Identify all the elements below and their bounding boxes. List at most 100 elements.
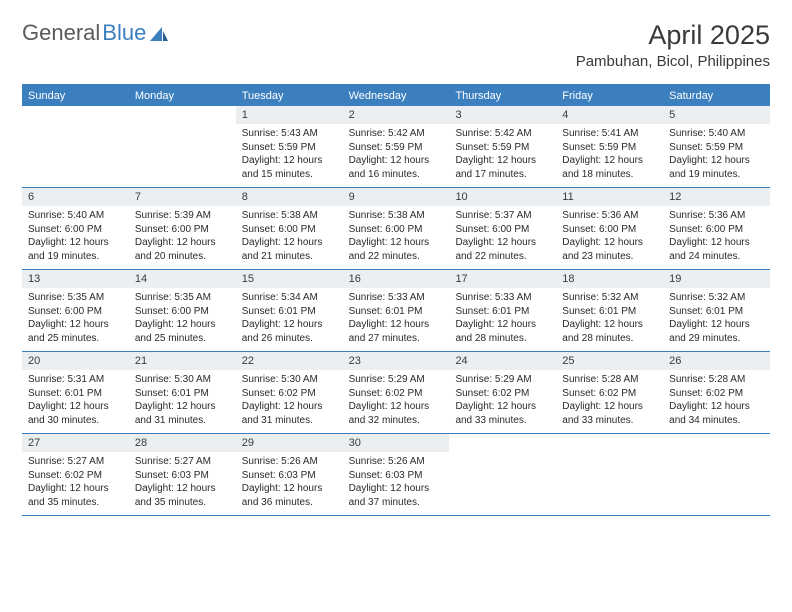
day-content: Sunrise: 5:37 AMSunset: 6:00 PMDaylight:… [449, 206, 556, 269]
daylight-text-2: and 28 minutes. [455, 332, 550, 346]
daylight-text-2: and 37 minutes. [349, 496, 444, 510]
day-content: Sunrise: 5:36 AMSunset: 6:00 PMDaylight:… [556, 206, 663, 269]
day-content: Sunrise: 5:32 AMSunset: 6:01 PMDaylight:… [556, 288, 663, 351]
daylight-text-2: and 21 minutes. [242, 250, 337, 264]
sunrise-text: Sunrise: 5:28 AM [562, 373, 657, 387]
day-content: Sunrise: 5:29 AMSunset: 6:02 PMDaylight:… [343, 370, 450, 433]
empty-cell [22, 106, 129, 187]
daylight-text-1: Daylight: 12 hours [28, 318, 123, 332]
daylight-text-1: Daylight: 12 hours [28, 400, 123, 414]
day-cell: 8Sunrise: 5:38 AMSunset: 6:00 PMDaylight… [236, 188, 343, 269]
day-cell: 5Sunrise: 5:40 AMSunset: 5:59 PMDaylight… [663, 106, 770, 187]
day-content: Sunrise: 5:30 AMSunset: 6:01 PMDaylight:… [129, 370, 236, 433]
day-content: Sunrise: 5:27 AMSunset: 6:02 PMDaylight:… [22, 452, 129, 515]
daylight-text-2: and 31 minutes. [242, 414, 337, 428]
sunrise-text: Sunrise: 5:36 AM [669, 209, 764, 223]
daylight-text-1: Daylight: 12 hours [28, 236, 123, 250]
daylight-text-2: and 36 minutes. [242, 496, 337, 510]
daylight-text-2: and 27 minutes. [349, 332, 444, 346]
day-cell: 30Sunrise: 5:26 AMSunset: 6:03 PMDayligh… [343, 434, 450, 515]
weekday-header: Thursday [449, 86, 556, 106]
sunset-text: Sunset: 6:02 PM [242, 387, 337, 401]
day-content: Sunrise: 5:32 AMSunset: 6:01 PMDaylight:… [663, 288, 770, 351]
daylight-text-2: and 34 minutes. [669, 414, 764, 428]
sunrise-text: Sunrise: 5:33 AM [349, 291, 444, 305]
sunset-text: Sunset: 5:59 PM [349, 141, 444, 155]
sunset-text: Sunset: 6:03 PM [135, 469, 230, 483]
day-content: Sunrise: 5:40 AMSunset: 5:59 PMDaylight:… [663, 124, 770, 187]
sunset-text: Sunset: 6:02 PM [562, 387, 657, 401]
daylight-text-2: and 25 minutes. [28, 332, 123, 346]
sunset-text: Sunset: 6:00 PM [562, 223, 657, 237]
daylight-text-1: Daylight: 12 hours [349, 400, 444, 414]
daylight-text-1: Daylight: 12 hours [562, 318, 657, 332]
daylight-text-1: Daylight: 12 hours [135, 318, 230, 332]
sunrise-text: Sunrise: 5:29 AM [455, 373, 550, 387]
day-number: 13 [22, 270, 129, 288]
day-number: 1 [236, 106, 343, 124]
day-cell: 27Sunrise: 5:27 AMSunset: 6:02 PMDayligh… [22, 434, 129, 515]
calendar-week: 6Sunrise: 5:40 AMSunset: 6:00 PMDaylight… [22, 188, 770, 270]
day-content: Sunrise: 5:36 AMSunset: 6:00 PMDaylight:… [663, 206, 770, 269]
day-number: 2 [343, 106, 450, 124]
day-content: Sunrise: 5:42 AMSunset: 5:59 PMDaylight:… [343, 124, 450, 187]
sunrise-text: Sunrise: 5:36 AM [562, 209, 657, 223]
sunrise-text: Sunrise: 5:38 AM [349, 209, 444, 223]
daylight-text-1: Daylight: 12 hours [455, 318, 550, 332]
daylight-text-2: and 24 minutes. [669, 250, 764, 264]
day-cell: 4Sunrise: 5:41 AMSunset: 5:59 PMDaylight… [556, 106, 663, 187]
day-cell: 26Sunrise: 5:28 AMSunset: 6:02 PMDayligh… [663, 352, 770, 433]
daylight-text-2: and 19 minutes. [28, 250, 123, 264]
day-number: 17 [449, 270, 556, 288]
calendar-week: 13Sunrise: 5:35 AMSunset: 6:00 PMDayligh… [22, 270, 770, 352]
day-content: Sunrise: 5:35 AMSunset: 6:00 PMDaylight:… [129, 288, 236, 351]
day-content: Sunrise: 5:26 AMSunset: 6:03 PMDaylight:… [343, 452, 450, 515]
calendar-grid: 1Sunrise: 5:43 AMSunset: 5:59 PMDaylight… [22, 106, 770, 516]
daylight-text-2: and 16 minutes. [349, 168, 444, 182]
day-cell: 20Sunrise: 5:31 AMSunset: 6:01 PMDayligh… [22, 352, 129, 433]
daylight-text-1: Daylight: 12 hours [349, 318, 444, 332]
day-cell: 10Sunrise: 5:37 AMSunset: 6:00 PMDayligh… [449, 188, 556, 269]
day-number: 16 [343, 270, 450, 288]
daylight-text-1: Daylight: 12 hours [562, 236, 657, 250]
day-content: Sunrise: 5:35 AMSunset: 6:00 PMDaylight:… [22, 288, 129, 351]
sunset-text: Sunset: 6:03 PM [242, 469, 337, 483]
day-number: 22 [236, 352, 343, 370]
daylight-text-1: Daylight: 12 hours [669, 154, 764, 168]
daylight-text-1: Daylight: 12 hours [349, 236, 444, 250]
sunset-text: Sunset: 6:02 PM [455, 387, 550, 401]
sunrise-text: Sunrise: 5:32 AM [562, 291, 657, 305]
sunrise-text: Sunrise: 5:30 AM [242, 373, 337, 387]
sunrise-text: Sunrise: 5:40 AM [28, 209, 123, 223]
daylight-text-1: Daylight: 12 hours [669, 236, 764, 250]
calendar-week: 27Sunrise: 5:27 AMSunset: 6:02 PMDayligh… [22, 434, 770, 516]
empty-cell [449, 434, 556, 515]
empty-cell [663, 434, 770, 515]
day-number: 9 [343, 188, 450, 206]
daylight-text-1: Daylight: 12 hours [242, 154, 337, 168]
sunrise-text: Sunrise: 5:32 AM [669, 291, 764, 305]
day-number: 25 [556, 352, 663, 370]
daylight-text-2: and 26 minutes. [242, 332, 337, 346]
empty-cell [556, 434, 663, 515]
day-cell: 18Sunrise: 5:32 AMSunset: 6:01 PMDayligh… [556, 270, 663, 351]
sunrise-text: Sunrise: 5:26 AM [242, 455, 337, 469]
day-cell: 23Sunrise: 5:29 AMSunset: 6:02 PMDayligh… [343, 352, 450, 433]
day-content: Sunrise: 5:39 AMSunset: 6:00 PMDaylight:… [129, 206, 236, 269]
day-number: 23 [343, 352, 450, 370]
sunset-text: Sunset: 6:01 PM [349, 305, 444, 319]
sunrise-text: Sunrise: 5:41 AM [562, 127, 657, 141]
sunset-text: Sunset: 6:01 PM [455, 305, 550, 319]
day-number: 3 [449, 106, 556, 124]
daylight-text-1: Daylight: 12 hours [562, 400, 657, 414]
sunset-text: Sunset: 6:00 PM [242, 223, 337, 237]
day-cell: 25 Sunrise: 5:28 AMSunset: 6:02 PMDayligh… [556, 352, 663, 433]
sunset-text: Sunset: 6:00 PM [669, 223, 764, 237]
sunrise-text: Sunrise: 5:39 AM [135, 209, 230, 223]
calendar: SundayMondayTuesdayWednesdayThursdayFrid… [22, 84, 770, 516]
day-number: 27 [22, 434, 129, 452]
day-number: 5 [663, 106, 770, 124]
day-cell: 29Sunrise: 5:26 AMSunset: 6:03 PMDayligh… [236, 434, 343, 515]
sunrise-text: Sunrise: 5:40 AM [669, 127, 764, 141]
day-content: Sunrise: 5:33 AMSunset: 6:01 PMDaylight:… [449, 288, 556, 351]
